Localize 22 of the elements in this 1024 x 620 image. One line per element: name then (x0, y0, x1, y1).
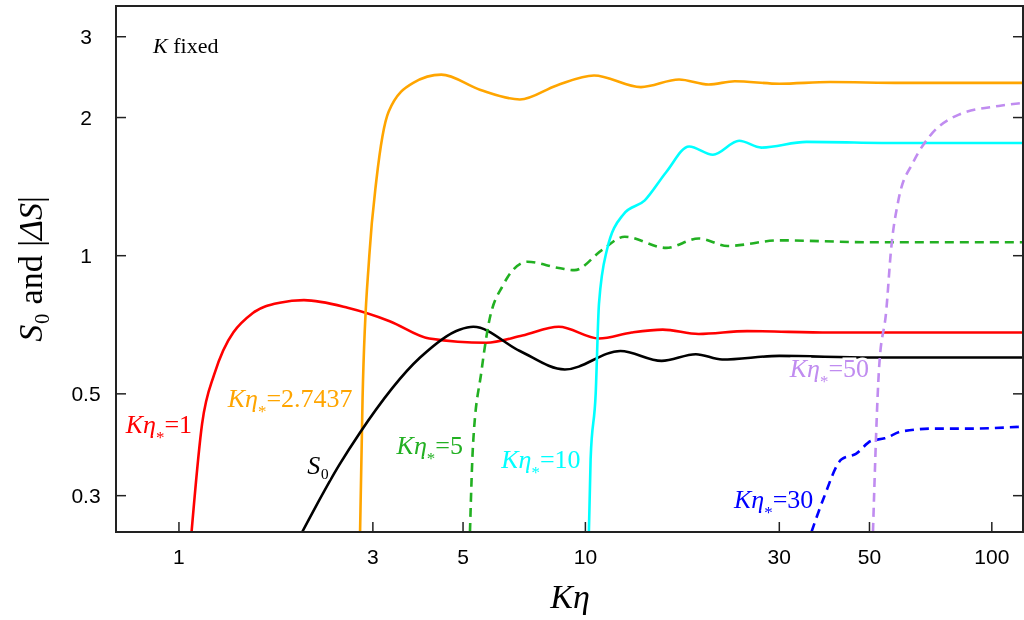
annotation: K fixed (152, 33, 219, 58)
series-label: Kη$_{*}$=50 (788, 353, 870, 391)
series-label: Kη$_{*}$=10 (500, 445, 581, 482)
y-tick-label: 3 (80, 24, 92, 48)
y-axis-title: S₀ and |ΔS| (12, 196, 49, 342)
x-tick-label: 1 (173, 545, 185, 568)
series-label: S₀ (307, 450, 330, 480)
series-label: Kη$_{*}$=5 (395, 431, 463, 468)
x-tick-label: 100 (974, 545, 1010, 568)
y-tick-label: 0.5 (71, 381, 101, 405)
y-tick-label: 1 (80, 243, 92, 267)
series-label: Kη$_{*}$=1 (124, 409, 193, 447)
x-axis-title: Kη (549, 578, 590, 615)
x-tick-label: 5 (457, 545, 469, 568)
x-tick-label: 3 (367, 545, 379, 568)
y-tick-label: 0.3 (71, 483, 101, 507)
x-tick-label: 30 (767, 545, 791, 568)
series-label: Kη$_{*}$=2.7437 (226, 383, 353, 421)
x-tick-label: 10 (573, 545, 598, 568)
x-tick-label: 50 (857, 545, 882, 568)
series-label: Kη$_{*}$=30 (732, 485, 814, 522)
y-tick-label: 2 (80, 105, 92, 129)
